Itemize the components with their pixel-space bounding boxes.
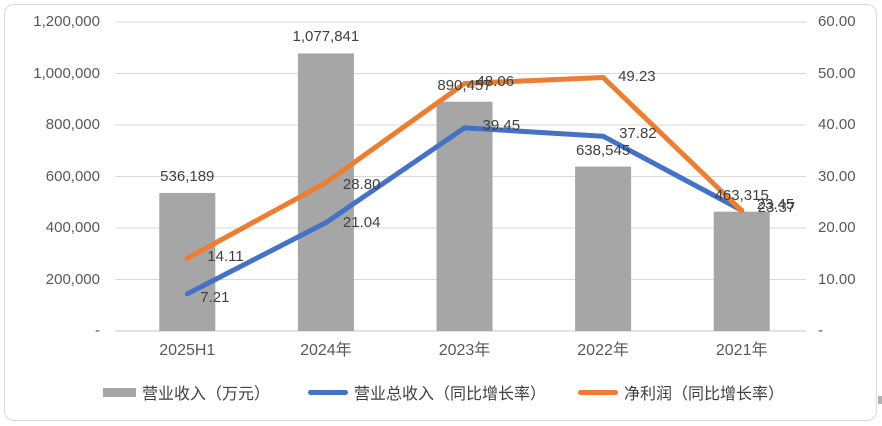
total-revenue-growth-line [184, 125, 745, 297]
y-axis-tick-right: - [818, 322, 823, 339]
category-label: 2021年 [715, 342, 768, 359]
y-axis-tick-left: 1,000,000 [33, 64, 100, 82]
line-value-label: 14.11 [207, 248, 244, 266]
line-value-label: 48.06 [476, 73, 515, 91]
y-axis-tick-right: 20.00 [818, 219, 856, 236]
line-value-label: 23.37 [757, 198, 796, 216]
line-value-label: 23.45 [756, 196, 795, 214]
revenue-bar [436, 101, 493, 331]
y-axis-tick-left: 400,000 [45, 219, 100, 236]
y-axis-tick-right: 60.00 [818, 13, 856, 30]
category-label: 2023年 [438, 342, 491, 359]
bar-value-label: 536,189 [160, 167, 215, 185]
line-value-label: 39.45 [482, 116, 521, 134]
y-axis-tick-right: 30.00 [818, 167, 856, 185]
category-label: 2022年 [577, 342, 629, 359]
category-label: 2024年 [300, 342, 352, 359]
line-value-label: 7.21 [200, 288, 230, 306]
line-value-label: 21.04 [342, 213, 381, 231]
y-axis-tick-right: 40.00 [818, 116, 856, 133]
y-axis-tick-left: 1,200,000 [33, 13, 100, 30]
category-label: 2025H1 [159, 342, 216, 359]
revenue-bar [159, 192, 216, 331]
line-value-label: 49.23 [618, 68, 656, 86]
bar-value-label: 890,457 [437, 76, 492, 94]
net-profit-growth-line [184, 74, 745, 261]
y-axis-tick-left: 600,000 [45, 167, 100, 185]
bar-value-label: 463,315 [714, 186, 769, 204]
bar-value-label: 638,545 [575, 141, 631, 159]
y-axis-tick-right: 10.00 [818, 270, 856, 288]
bar-value-label: 1,077,841 [292, 28, 360, 46]
y-axis-tick-left: - [95, 322, 100, 339]
screenshot-edge-artifact [878, 396, 882, 404]
y-axis-tick-left: 800,000 [45, 116, 100, 133]
line-value-label: 37.82 [619, 125, 657, 143]
y-axis-tick-right: 50.00 [818, 64, 856, 82]
revenue-bar [713, 211, 770, 331]
revenue-bar [575, 166, 632, 331]
y-axis-tick-left: 200,000 [45, 270, 100, 288]
line-value-label: 28.80 [342, 175, 381, 193]
